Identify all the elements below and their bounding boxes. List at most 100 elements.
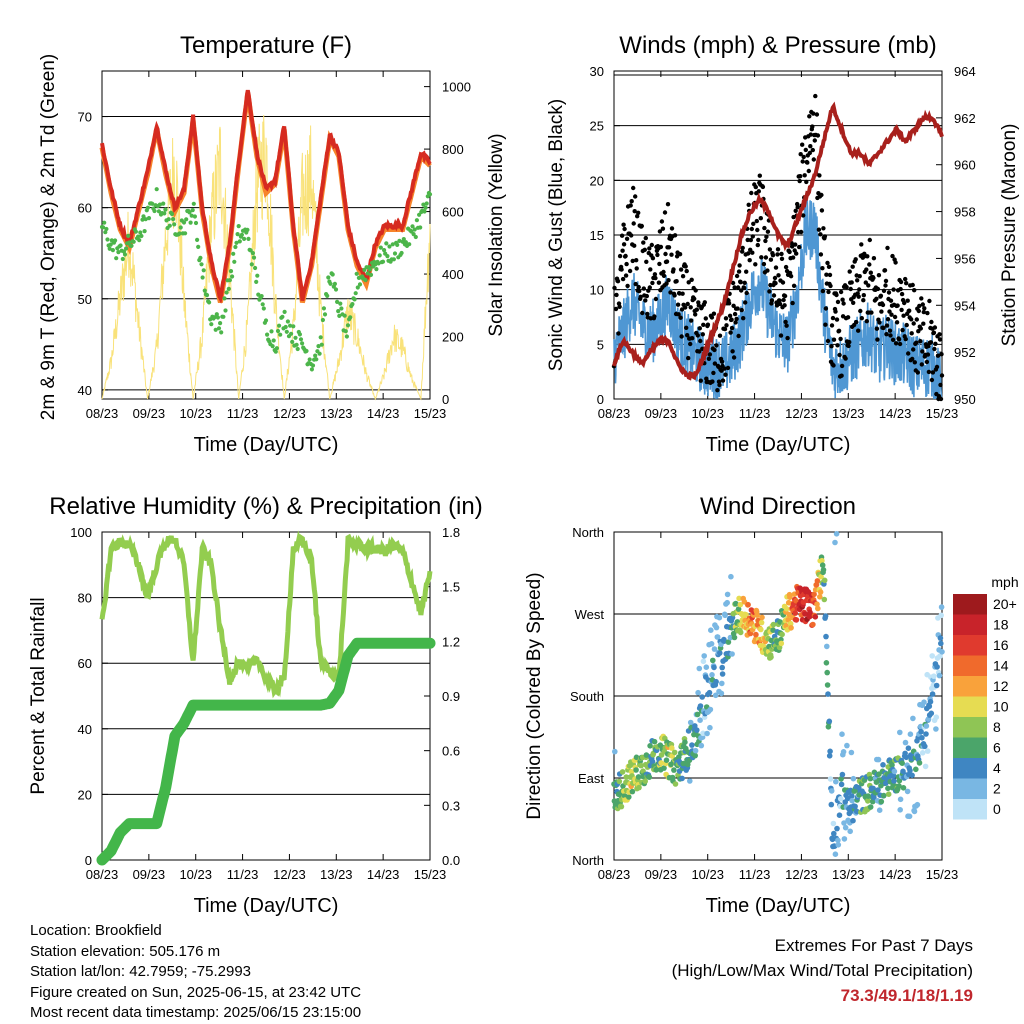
dewpoint-point <box>137 238 142 243</box>
y-tick-label: West <box>575 607 605 622</box>
y-tick-label: North <box>572 525 604 540</box>
direction-point <box>821 596 828 603</box>
dewpoint-point <box>108 242 113 247</box>
gust-point <box>818 232 823 237</box>
gust-point <box>762 225 767 231</box>
gust-point <box>778 333 784 338</box>
gust-point <box>737 263 742 268</box>
dewpoint-point <box>224 290 229 295</box>
direction-point <box>903 754 910 761</box>
x-tick-label: 15/23 <box>926 867 959 882</box>
gust-point <box>652 314 657 319</box>
gust-point <box>808 144 813 149</box>
dewpoint-point <box>261 306 266 311</box>
dewpoint-point <box>421 202 426 207</box>
y-right-tick-label: 952 <box>954 345 976 360</box>
gust-point <box>820 288 826 294</box>
direction-point <box>819 557 825 564</box>
dewpoint-point <box>157 202 162 207</box>
direction-point <box>833 778 839 785</box>
dewpoint-point <box>344 334 349 339</box>
dewpoint-point <box>156 209 161 214</box>
direction-point <box>838 776 844 782</box>
dewpoint-point <box>330 272 335 277</box>
gust-point <box>793 242 798 247</box>
gust-point <box>749 190 754 196</box>
direction-point <box>825 691 831 697</box>
gust-point <box>692 296 697 301</box>
direction-point <box>722 612 728 619</box>
direction-point <box>931 673 937 679</box>
y-tick-label: South <box>570 689 604 704</box>
dewpoint-point <box>142 229 147 234</box>
direction-point <box>679 775 685 782</box>
gust-point <box>875 286 881 292</box>
gust-point <box>631 221 636 226</box>
direction-point <box>875 787 881 793</box>
gust-point <box>689 277 694 282</box>
x-tick-label: 12/23 <box>273 867 306 882</box>
gust-point <box>647 285 652 290</box>
gust-point <box>748 237 753 243</box>
gust-point <box>750 250 755 255</box>
dewpoint-point <box>189 213 194 218</box>
dewpoint-point <box>242 236 247 241</box>
gust-point <box>779 256 785 261</box>
dewpoint-point <box>288 323 293 328</box>
gust-point <box>869 310 874 315</box>
direction-point <box>889 762 895 768</box>
gust-point <box>738 280 743 285</box>
dewpoint-point <box>216 326 222 331</box>
direction-point <box>716 614 723 621</box>
gust-point <box>920 349 925 354</box>
x-tick-label: 14/23 <box>367 406 400 421</box>
gust-point <box>861 298 866 303</box>
gust-point <box>768 282 773 288</box>
gust-point <box>903 276 908 282</box>
legend-swatch <box>953 594 987 615</box>
gust-point <box>849 280 854 285</box>
gust-point <box>867 262 872 267</box>
gust-point <box>754 218 759 224</box>
gust-point <box>938 396 944 402</box>
gust-point <box>934 364 940 370</box>
dewpoint-point <box>213 327 218 332</box>
gust-point <box>785 335 790 341</box>
direction-point <box>909 772 915 779</box>
dewpoint-point <box>259 294 264 299</box>
gust-point <box>753 262 758 267</box>
x-tick-label: 15/23 <box>926 406 959 421</box>
dewpoint-point <box>291 324 296 329</box>
gust-point <box>641 240 646 245</box>
direction-point <box>911 808 918 815</box>
dewpoint-point <box>227 278 232 283</box>
direction-point <box>938 612 944 619</box>
gust-point <box>613 306 619 312</box>
dewpoint-point <box>285 319 290 324</box>
direction-point <box>848 749 855 756</box>
gust-point <box>675 302 681 307</box>
gust-point <box>888 298 894 303</box>
dewpoint-point <box>310 363 316 368</box>
gust-point <box>722 326 728 332</box>
y-right-tick-label: 800 <box>442 142 464 157</box>
dewpoint-point <box>418 225 423 230</box>
direction-point <box>759 614 765 621</box>
direction-point <box>890 773 897 779</box>
gust-point <box>617 304 622 309</box>
gust-point <box>755 242 760 248</box>
direction-point <box>618 803 625 810</box>
direction-point <box>815 605 821 612</box>
direction-point <box>737 601 744 608</box>
gust-point <box>710 379 715 384</box>
gust-point <box>616 331 621 336</box>
dewpoint-point <box>325 293 330 298</box>
gust-point <box>712 361 718 366</box>
legend-label: 16 <box>993 637 1009 653</box>
y-right-tick-label: 1.8 <box>442 525 460 540</box>
gust-point <box>847 269 852 274</box>
gust-point <box>659 219 665 224</box>
gust-point <box>926 369 932 375</box>
direction-point <box>779 631 785 638</box>
dewpoint-point <box>136 234 141 239</box>
